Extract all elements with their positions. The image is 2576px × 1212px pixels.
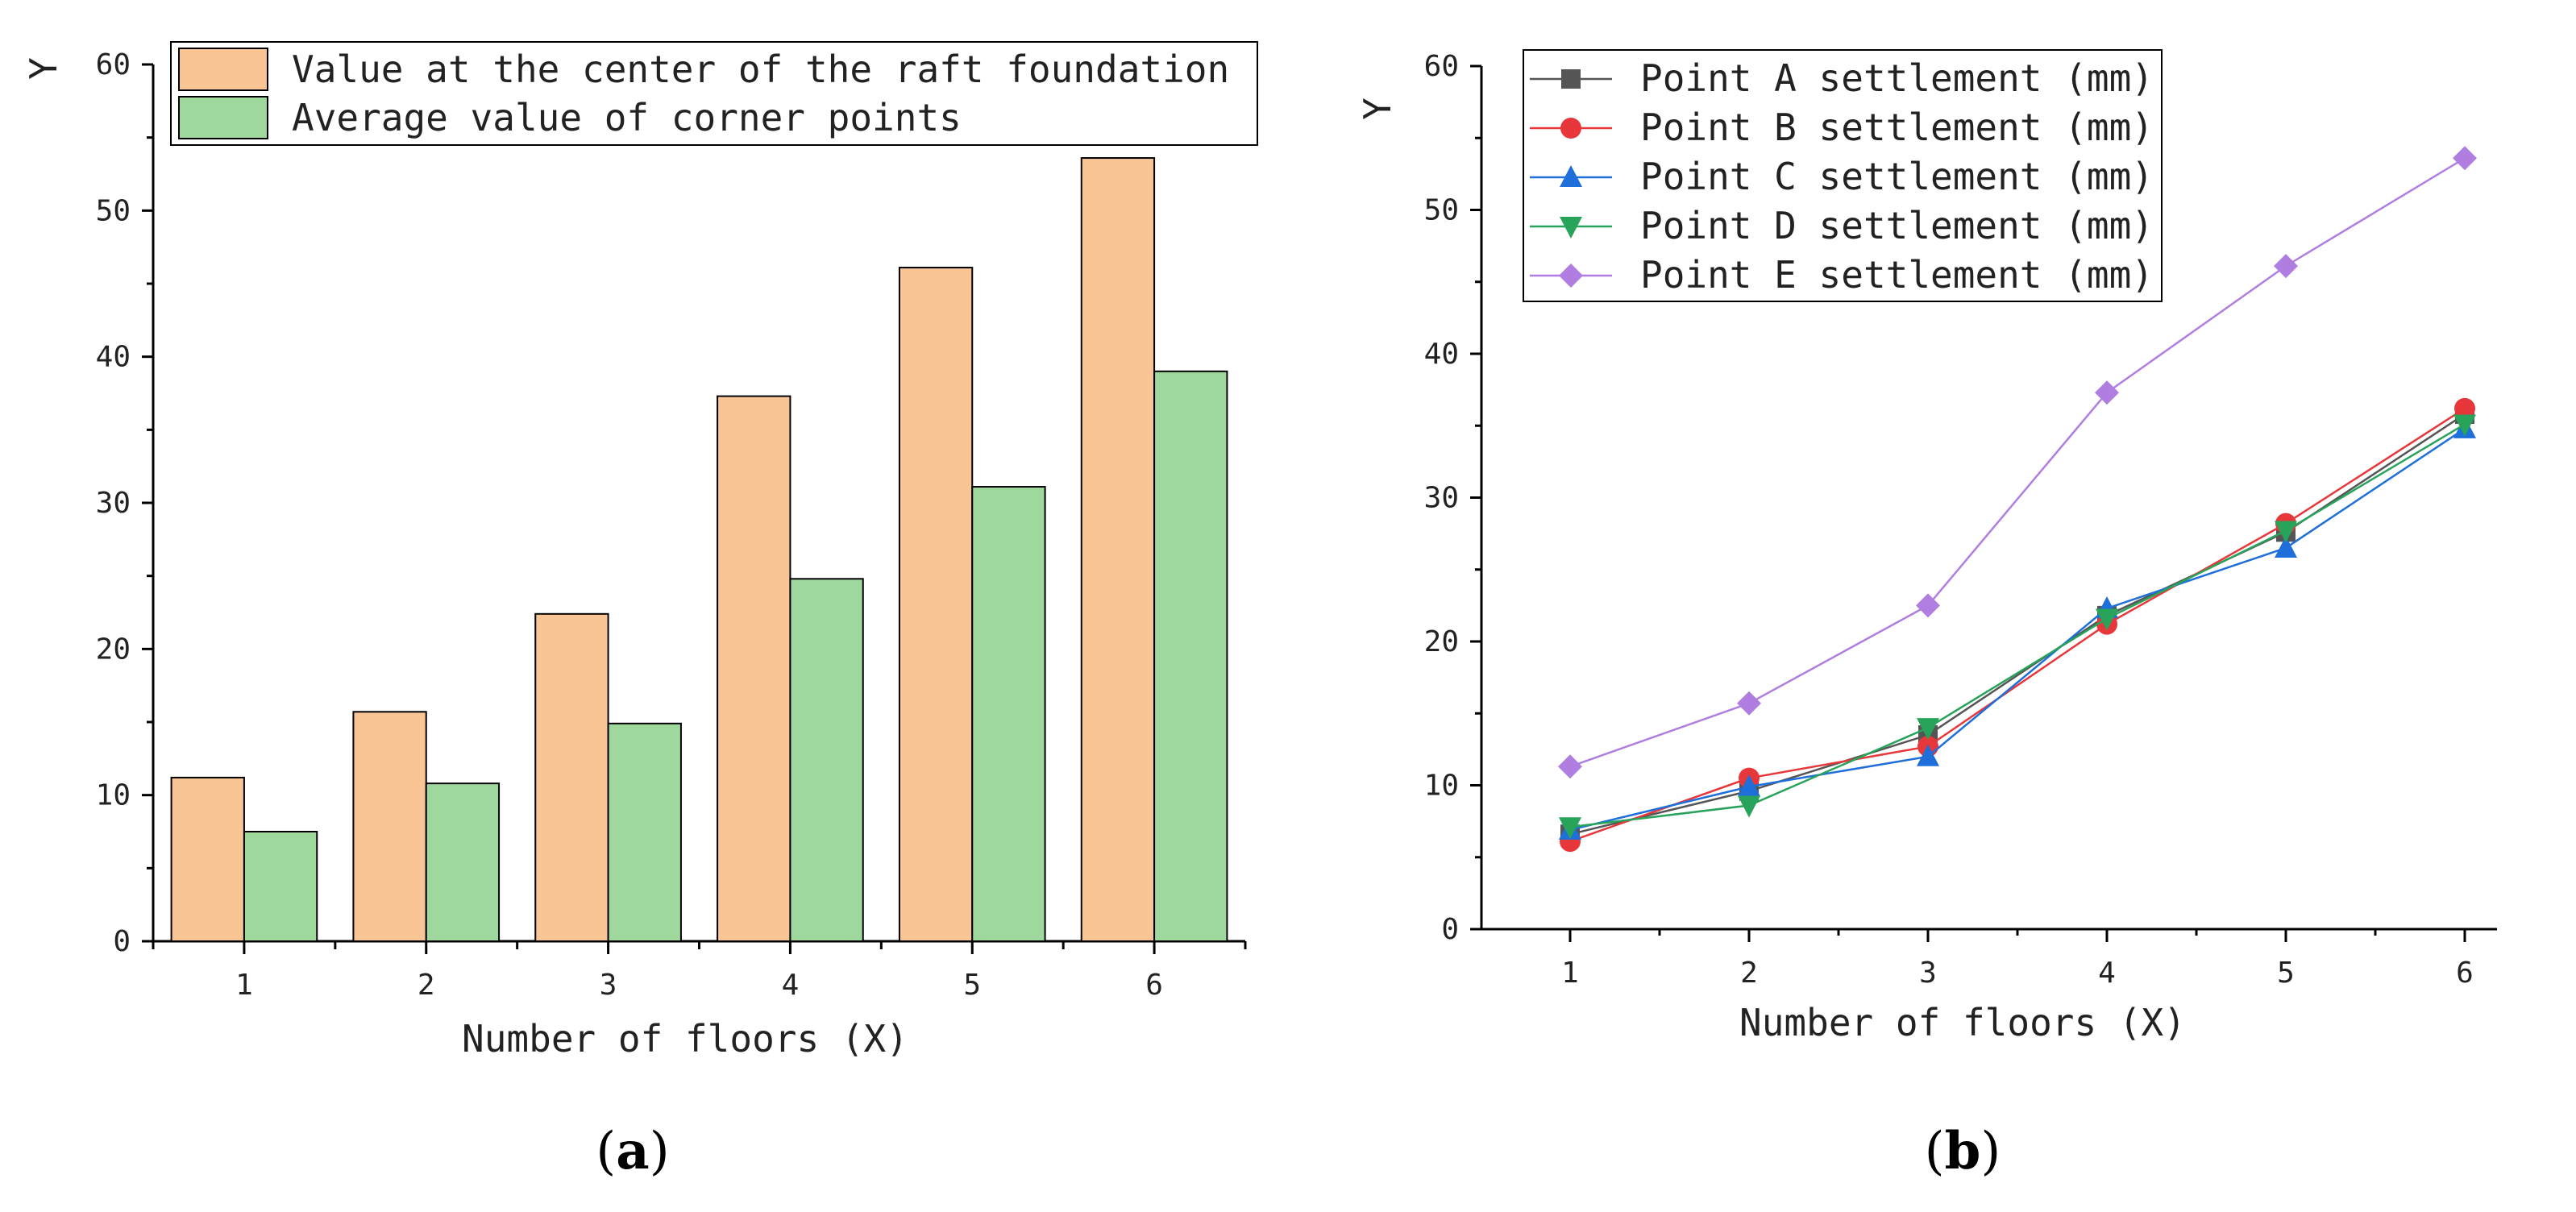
x-tick-label: 2: [1740, 957, 1758, 990]
legend-marker: [1560, 118, 1581, 139]
y-tick-label: 60: [1424, 50, 1459, 83]
bar-center-floor-4: [717, 395, 791, 943]
y-tick-label: 40: [1424, 338, 1459, 371]
bar-chart-y-axis-title: Y: [22, 57, 65, 80]
data-point: [1916, 593, 1940, 618]
line-chart-tick-labels: 0 10 20 30 40 50 60 1 2 3 4 5 6: [1424, 50, 2474, 990]
legend-label: Point A settlement (mm): [1640, 56, 2154, 100]
legend-label: Point C settlement (mm): [1640, 155, 2154, 198]
legend-label: Average value of corner points: [292, 96, 962, 139]
bar-corner-floor-4: [789, 578, 864, 942]
bar-corner-floor-2: [425, 782, 501, 942]
line-chart-x-axis-title: Number of floors (X): [1739, 1001, 2186, 1044]
data-point: [2454, 397, 2475, 419]
series-c: [1559, 416, 2476, 840]
series-line: [1569, 157, 2466, 768]
y-tick-label: 10: [96, 779, 131, 812]
series-d: [1559, 414, 2476, 840]
y-tick-label: 50: [96, 194, 131, 227]
y-tick-label: 10: [1424, 770, 1459, 803]
series-line: [1569, 427, 2466, 832]
legend-label: Point D settlement (mm): [1640, 204, 2154, 247]
bar-corner-floor-3: [607, 722, 682, 943]
data-point: [1917, 744, 1939, 766]
data-point: [1917, 718, 1939, 741]
panel-label-a: (a): [596, 1121, 669, 1181]
y-tick-label: 40: [96, 341, 131, 374]
data-point: [1559, 817, 1581, 840]
data-point: [2275, 535, 2297, 558]
data-point: [2275, 521, 2297, 543]
x-tick-label: 5: [2277, 957, 2295, 990]
bar-corner-floor-5: [971, 486, 1046, 942]
data-point: [1738, 795, 1760, 818]
data-point: [2274, 254, 2298, 279]
y-tick-label: 30: [1424, 482, 1459, 515]
series-line: [1569, 423, 2466, 828]
bar-chart-x-axis-title: Number of floors (X): [462, 1017, 908, 1060]
panel-label-b-letter: b: [1945, 1121, 1981, 1181]
series-line: [1569, 407, 2466, 843]
line-chart-y-axis-title: Y: [1356, 98, 1399, 120]
x-tick-label: 6: [1145, 969, 1163, 1002]
y-tick-label: 0: [113, 925, 131, 958]
x-tick-label: 3: [1919, 957, 1937, 990]
y-tick-label: 0: [1441, 913, 1459, 946]
legend-box: [1523, 49, 2163, 302]
panel-label-b: (b): [1925, 1121, 2001, 1181]
bar-chart-legend: Value at the center of the raft foundati…: [170, 41, 1258, 146]
data-point: [2095, 380, 2119, 405]
bar-center-floor-1: [170, 776, 245, 943]
x-tick-label: 4: [2098, 957, 2116, 990]
x-tick-label: 1: [1561, 957, 1579, 990]
data-point: [2096, 608, 2118, 631]
bar-chart-axes: [142, 63, 1247, 954]
legend-label: Point B settlement (mm): [1640, 106, 2154, 149]
legend-label: Value at the center of the raft foundati…: [292, 48, 1229, 91]
data-point: [2453, 414, 2476, 437]
series-e: [1558, 146, 2477, 779]
legend-swatch: [178, 96, 268, 139]
bar-center-floor-6: [1080, 157, 1156, 942]
x-tick-label: 5: [963, 969, 981, 1002]
x-tick-label: 2: [418, 969, 435, 1002]
legend-box: [170, 41, 1258, 146]
data-point: [1558, 754, 1582, 779]
x-tick-label: 6: [2456, 957, 2474, 990]
legend-marker: [1561, 69, 1581, 89]
data-point: [1737, 691, 1761, 716]
legend-marker: [1560, 217, 1582, 239]
legend-label: Point E settlement (mm): [1640, 253, 2154, 297]
data-point: [1738, 774, 1760, 797]
y-tick-label: 60: [96, 48, 131, 81]
legend-marker: [1559, 264, 1583, 288]
legend-marker: [1560, 165, 1582, 187]
bar-center-floor-3: [534, 612, 609, 943]
line-chart-series: [1558, 146, 2477, 853]
x-tick-label: 4: [782, 969, 800, 1002]
series-a: [1560, 404, 2474, 845]
line-chart-axes: [1470, 64, 2497, 942]
y-tick-label: 30: [96, 487, 131, 520]
panel-label-a-letter: a: [616, 1121, 649, 1181]
bar-chart-panel-a: 0 10 20 30 40 50 60 1 2 3 4 5 6 Number of floors (X)…: [22, 41, 1258, 1181]
bar-chart-tick-labels: 0 10 20 30 40 50 60 1 2 3 4 5 6: [96, 48, 1163, 1002]
data-point: [2453, 146, 2477, 171]
bar-chart-bars: [170, 157, 1228, 943]
bar-center-floor-2: [352, 711, 427, 942]
bar-center-floor-5: [898, 267, 974, 942]
y-tick-label: 50: [1424, 194, 1459, 227]
line-chart-legend: Point A settlement (mm) Point B settlemen…: [1523, 49, 2163, 302]
x-tick-label: 3: [600, 969, 617, 1002]
y-tick-label: 20: [1424, 625, 1459, 658]
bar-corner-floor-1: [243, 831, 318, 942]
legend-swatch: [178, 48, 268, 91]
y-tick-label: 20: [96, 633, 131, 666]
series-b: [1560, 397, 2475, 853]
series-line: [1569, 413, 2466, 836]
line-chart-panel-b: 0 10 20 30 40 50 60 1 2 3 4 5 6 Number of floors (X)…: [1356, 49, 2497, 1181]
x-tick-label: 1: [235, 969, 253, 1002]
bar-corner-floor-6: [1153, 370, 1228, 942]
